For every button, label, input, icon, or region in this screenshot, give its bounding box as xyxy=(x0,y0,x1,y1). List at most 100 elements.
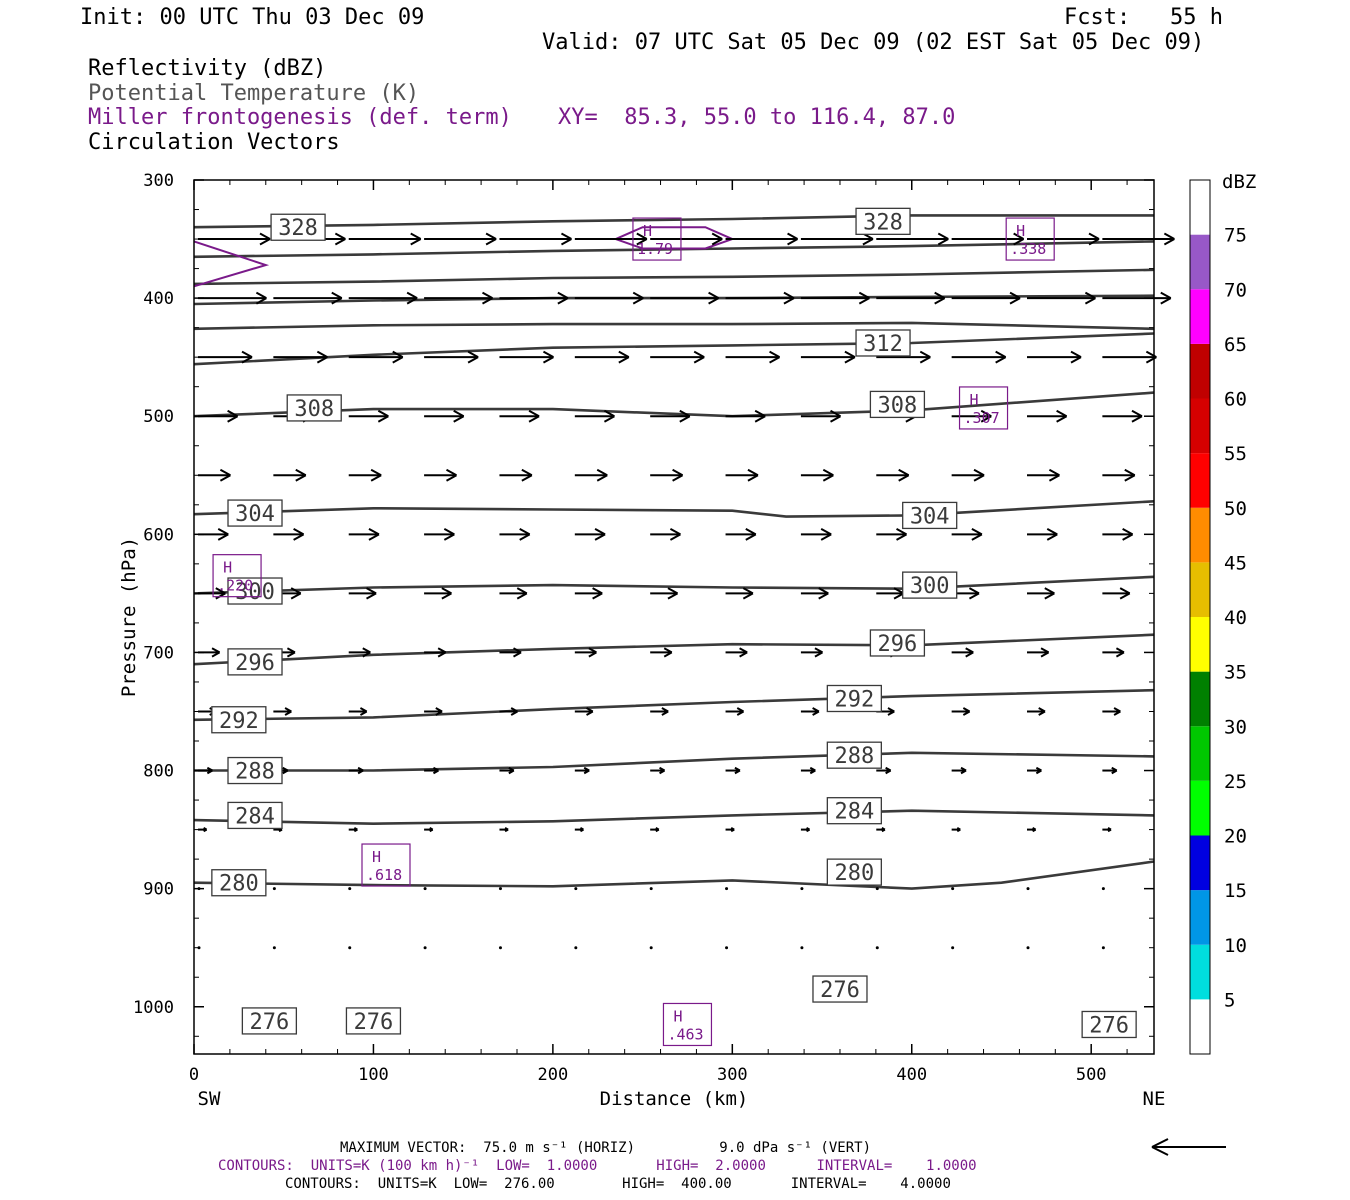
y-tick-label: 900 xyxy=(143,880,174,900)
contour-label-box xyxy=(812,975,868,1003)
circulation-vector xyxy=(1102,409,1143,423)
maximum-label: H xyxy=(970,391,979,409)
colorbar-tick-label: 35 xyxy=(1224,662,1247,684)
maximum-label: H xyxy=(673,1007,682,1025)
circulation-vector xyxy=(1102,587,1131,600)
vector-head xyxy=(1040,647,1050,658)
vector-head xyxy=(429,827,434,833)
y-tick-label: 500 xyxy=(143,407,174,427)
contour-label: 292 xyxy=(826,684,882,712)
circulation-vector xyxy=(499,527,531,541)
theta-contour-292 xyxy=(193,633,1155,666)
theta-contour-328 xyxy=(193,214,1154,229)
circulation-vector xyxy=(1102,232,1175,246)
vector-head xyxy=(508,766,515,775)
contour-label-text: 280 xyxy=(834,861,874,886)
circulation-vector xyxy=(800,350,856,364)
vector-head xyxy=(1044,587,1055,600)
vector-head xyxy=(1048,468,1060,482)
circulation-vector xyxy=(1101,946,1105,950)
contour-label-text: 312 xyxy=(863,332,903,357)
vector-head xyxy=(516,587,528,600)
colorbar-segment xyxy=(1190,671,1210,727)
circulation-vector xyxy=(574,827,584,833)
circulation-vector xyxy=(725,766,741,775)
maximum-value: 1.79 xyxy=(637,240,673,258)
contour-label: 300 xyxy=(902,571,958,599)
vector-head xyxy=(366,587,377,600)
colorbar-tick-label: 65 xyxy=(1224,334,1247,356)
circulation-vector xyxy=(951,409,992,423)
circulation-vector xyxy=(649,887,653,891)
vector-head xyxy=(711,232,723,246)
contour-label-box xyxy=(227,756,283,785)
maximum-value: .307 xyxy=(964,409,1000,427)
vector-head xyxy=(995,350,1007,364)
circulation-vector xyxy=(499,587,528,600)
contour-label-text: 328 xyxy=(863,210,903,235)
circulation-vector xyxy=(499,291,569,305)
vector-head xyxy=(885,766,892,775)
cross-section-endpoints: XY= 85.3, 55.0 to 116.4, 87.0 xyxy=(558,105,956,130)
vector-head xyxy=(960,766,967,775)
circulation-vector xyxy=(348,946,352,950)
circulation-vector xyxy=(951,527,983,541)
vector-head xyxy=(1122,527,1134,541)
circulation-vector xyxy=(499,350,554,364)
circulation-vector xyxy=(499,409,540,423)
colorbar-segment xyxy=(1190,944,1210,1000)
circulation-vector xyxy=(1027,647,1050,658)
circulation-vector xyxy=(876,766,892,775)
circulation-vector xyxy=(424,587,452,600)
vector-head xyxy=(316,350,328,364)
circulation-vector xyxy=(800,291,870,305)
circulation-vector xyxy=(876,291,946,305)
frontogenesis-contour xyxy=(193,240,270,288)
circulation-vector xyxy=(800,887,804,891)
maximum-value: .220 xyxy=(217,577,253,595)
vector-head xyxy=(742,587,754,600)
maximum-value: .463 xyxy=(667,1025,703,1043)
vector-head xyxy=(971,527,983,541)
circulation-vector xyxy=(1102,350,1157,364)
colorbar-tick-label: 75 xyxy=(1224,225,1247,247)
vector-head xyxy=(1056,409,1068,423)
theta-contour-320 xyxy=(193,268,1155,286)
circulation-vector xyxy=(348,468,382,482)
contour-label: 284 xyxy=(227,801,283,829)
vector-head xyxy=(1119,587,1131,600)
circulation-vector xyxy=(273,291,343,305)
vector-head xyxy=(406,291,418,305)
circulation-vector xyxy=(650,527,681,541)
circulation-vector xyxy=(273,350,328,364)
field-circulation-vectors: Circulation Vectors xyxy=(88,130,340,155)
colorbar-unit-label: dBZ xyxy=(1222,171,1256,193)
vector-head xyxy=(203,827,208,833)
frontogenesis-maximum: H.220 xyxy=(212,554,262,598)
circulation-vector xyxy=(574,887,578,891)
maximum-box xyxy=(958,386,1009,430)
contour-label: 276 xyxy=(345,1007,402,1035)
circulation-vector xyxy=(951,468,985,482)
vector-head xyxy=(255,291,267,305)
circulation-vector xyxy=(725,707,745,716)
vector-head xyxy=(437,647,447,658)
contour-label: 280 xyxy=(826,858,882,886)
vector-head xyxy=(1113,707,1121,716)
contour-label: 312 xyxy=(855,329,911,357)
vector-head xyxy=(663,647,673,658)
contour-label-text: 292 xyxy=(834,687,874,712)
vector-head xyxy=(806,827,811,833)
circulation-vector xyxy=(1026,946,1030,950)
circulation-vector xyxy=(272,946,276,950)
circulation-vector xyxy=(951,827,961,833)
circulation-vector xyxy=(198,350,253,364)
vector-head xyxy=(410,232,422,246)
colorbar-tick-label: 20 xyxy=(1224,826,1247,848)
circulation-vector xyxy=(1027,587,1055,600)
circulation-vector xyxy=(800,647,823,658)
contour-label-box xyxy=(286,394,342,422)
vector-head xyxy=(1111,766,1118,775)
circulation-vector xyxy=(951,647,974,658)
